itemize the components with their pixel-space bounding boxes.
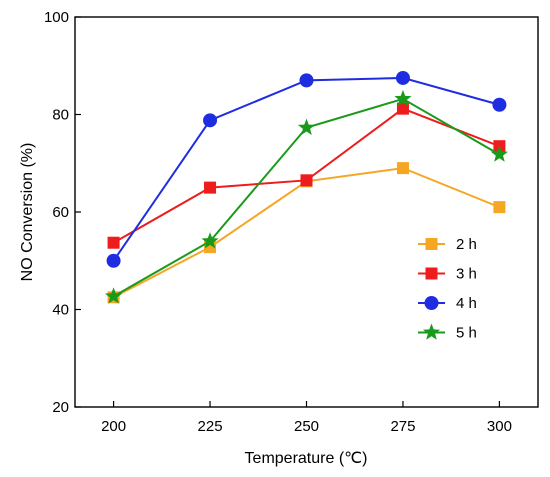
- y-tick-label: 100: [44, 9, 69, 26]
- x-tick-label: 200: [101, 418, 126, 435]
- x-tick-label: 250: [294, 418, 319, 435]
- data-point: [105, 287, 123, 304]
- data-point: [300, 174, 313, 187]
- data-point: [492, 97, 507, 112]
- legend-marker: [422, 323, 441, 340]
- legend-marker: [424, 296, 439, 310]
- data-point: [203, 113, 218, 128]
- x-tick-label: 275: [390, 418, 415, 435]
- series-line: [112, 76, 500, 262]
- legend-item: 3 h: [418, 266, 477, 283]
- y-tick-label: 20: [52, 399, 69, 416]
- legend-item: 4 h: [418, 295, 477, 312]
- data-point: [490, 145, 508, 162]
- data-point: [299, 73, 314, 88]
- legend-marker: [425, 267, 438, 280]
- data-point: [396, 102, 409, 115]
- x-tick-label: 300: [487, 418, 512, 435]
- legend-marker: [425, 238, 438, 250]
- x-tick-label: 225: [198, 418, 223, 435]
- data-point: [201, 232, 219, 249]
- legend-label: 5 h: [456, 325, 477, 342]
- x-axis-title: Temperature (℃): [245, 450, 368, 467]
- y-tick-label: 80: [52, 107, 69, 124]
- data-point: [204, 181, 217, 194]
- y-axis-title: NO Conversion (%): [19, 143, 36, 282]
- legend-item: 2 h: [418, 236, 477, 253]
- y-axis: 20 40 60 80 100: [44, 9, 81, 416]
- legend-label: 4 h: [456, 295, 477, 312]
- data-point: [297, 118, 316, 135]
- y-tick-label: 60: [52, 204, 69, 221]
- legend-label: 3 h: [456, 266, 477, 283]
- data-point: [395, 70, 410, 85]
- legend-label: 2 h: [456, 236, 477, 253]
- series-layer: [105, 70, 508, 304]
- series-line: [113, 167, 500, 299]
- legend: 2 h 3 h 4 h 5 h: [418, 236, 477, 342]
- series-2: [107, 102, 506, 249]
- data-point: [396, 162, 409, 175]
- data-point: [493, 201, 506, 214]
- data-point: [106, 253, 121, 268]
- x-axis: 200 225 250 275 300: [101, 401, 512, 435]
- series-4: [105, 89, 508, 304]
- data-point: [394, 89, 412, 107]
- legend-item: 5 h: [418, 323, 477, 342]
- series-3: [106, 70, 507, 268]
- y-tick-label: 40: [52, 302, 69, 319]
- data-point: [107, 236, 120, 249]
